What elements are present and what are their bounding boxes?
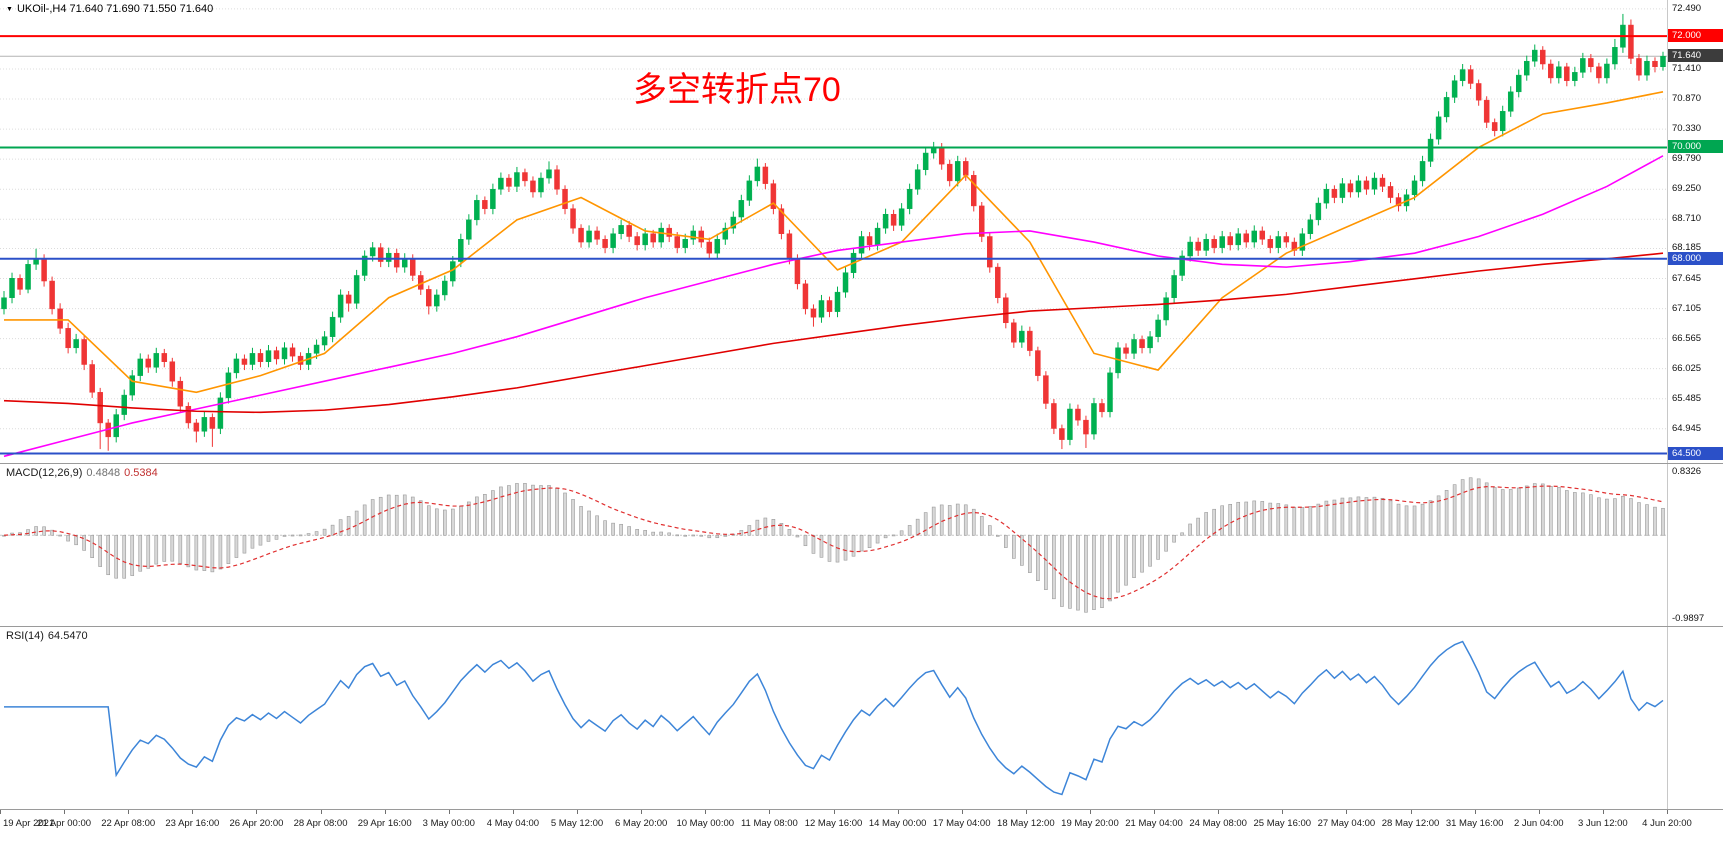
y-axis-label: 66.025	[1672, 362, 1702, 374]
macd-canvas[interactable]	[0, 464, 1667, 626]
time-axis-label: 11 May 08:00	[740, 818, 798, 829]
time-axis[interactable]: 19 Apr 2021 21 Apr 00:00 22 Apr 08:00 23 Ap…	[0, 810, 1723, 841]
time-tick	[128, 810, 130, 814]
time-tick	[705, 810, 707, 814]
time-axis-label: 18 May 12:00	[997, 818, 1055, 829]
y-axis-label: 69.250	[1672, 183, 1702, 195]
y-axis-label: 67.105	[1672, 302, 1702, 314]
time-tick	[961, 810, 963, 814]
time-axis-label: 19 Apr 2021	[3, 818, 55, 829]
time-axis-label: 3 Jun 12:00	[1578, 818, 1628, 829]
time-axis-label: 2 Jun 04:00	[1513, 818, 1564, 829]
time-tick	[256, 810, 258, 814]
macd-name: MACD(12,26,9)	[6, 467, 83, 479]
time-tick	[769, 810, 771, 814]
time-axis-label: 3 May 00:00	[422, 818, 475, 829]
time-axis-label: 23 Apr 16:00	[165, 818, 220, 829]
time-axis-label: 29 Apr 16:00	[357, 818, 412, 829]
rsi-scale[interactable]	[1667, 627, 1723, 809]
price-tag: 70.000	[1668, 140, 1723, 154]
time-axis-label: 28 Apr 08:00	[293, 818, 348, 829]
price-tag: 72.000	[1668, 29, 1723, 43]
time-tick	[577, 810, 579, 814]
macd-axis-max: 0.8326	[1672, 466, 1702, 477]
time-axis-label: 19 May 20:00	[1061, 818, 1119, 829]
time-tick	[641, 810, 643, 814]
macd-scale[interactable]: 0.8326 -0.9897	[1667, 464, 1723, 626]
time-tick	[512, 810, 514, 814]
y-axis-label: 67.645	[1672, 272, 1702, 284]
rsi-name: RSI(14)	[6, 630, 44, 642]
time-axis-label: 21 May 04:00	[1125, 818, 1183, 829]
time-tick	[1410, 810, 1412, 814]
y-axis-label: 71.410	[1672, 63, 1702, 74]
time-tick	[1218, 810, 1220, 814]
chart-title-text: UKOil-,H4 71.640 71.690 71.550 71.640	[16, 3, 214, 15]
time-tick	[1667, 810, 1668, 814]
time-axis-label: 5 May 12:00	[550, 818, 604, 829]
time-tick	[1282, 810, 1284, 814]
price-chart-canvas[interactable]	[0, 0, 1667, 463]
time-tick	[1346, 810, 1348, 814]
y-axis-label: 64.945	[1672, 422, 1702, 434]
y-axis-label: 65.485	[1672, 392, 1702, 404]
macd-signal-value: 0.5384	[124, 467, 158, 479]
time-tick	[1538, 810, 1540, 814]
y-axis-label: 68.710	[1672, 213, 1702, 225]
time-tick	[448, 810, 450, 814]
time-tick	[192, 810, 194, 814]
time-axis-label: 17 May 04:00	[932, 818, 991, 829]
price-tag: 64.500	[1668, 446, 1723, 460]
y-axis-label: 70.330	[1672, 123, 1702, 135]
time-axis-label: 12 May 16:00	[804, 818, 863, 829]
macd-axis-min: -0.9897	[1672, 613, 1705, 624]
main-chart-panel: 72.490 71.410 70.870 70.330 69.790 69.250 68.7…	[0, 0, 1723, 464]
time-tick	[1089, 810, 1091, 814]
macd-value: 0.4848	[86, 467, 121, 479]
time-axis-label: 22 Apr 08:00	[101, 818, 156, 829]
time-tick	[833, 810, 835, 814]
time-tick	[1025, 810, 1027, 814]
time-tick	[1154, 810, 1156, 814]
time-axis-label: 28 May 12:00	[1381, 818, 1440, 829]
current-price-tag: 71.640	[1668, 49, 1723, 63]
chart-title: ▼ UKOil-,H4 71.640 71.690 71.550 71.640	[6, 3, 213, 15]
y-axis-label: 69.790	[1672, 153, 1702, 165]
time-axis-label: 10 May 00:00	[676, 818, 735, 829]
rsi-value: 64.5470	[47, 630, 88, 642]
time-axis-label: 4 May 04:00	[486, 818, 540, 829]
price-tag: 68.000	[1668, 251, 1723, 265]
time-axis-label: 26 Apr 20:00	[229, 818, 284, 829]
rsi-canvas[interactable]	[0, 627, 1667, 809]
y-axis-label: 68.185	[1672, 242, 1702, 254]
rsi-panel: RSI(14) 64.5470	[0, 627, 1723, 810]
y-axis-label: 70.870	[1672, 93, 1702, 105]
time-axis-label: 25 May 16:00	[1253, 818, 1312, 829]
time-tick	[1602, 810, 1604, 814]
price-scale[interactable]: 72.490 71.410 70.870 70.330 69.790 69.250 68.7…	[1667, 0, 1723, 463]
time-axis-label: 24 May 08:00	[1189, 818, 1247, 829]
time-axis-label: 31 May 16:00	[1445, 818, 1504, 829]
y-axis-label: 72.490	[1672, 2, 1702, 14]
time-tick	[1474, 810, 1476, 814]
time-axis-label: 4 Jun 20:00	[1642, 818, 1692, 829]
time-axis-label: 27 May 04:00	[1317, 818, 1376, 829]
time-axis-label: 6 May 20:00	[614, 818, 668, 829]
time-tick	[384, 810, 386, 814]
time-axis-label: 21 Apr 00:00	[37, 818, 92, 829]
time-tick	[64, 810, 66, 814]
rsi-label: RSI(14) 64.5470	[6, 630, 88, 642]
y-axis-label: 66.565	[1672, 332, 1702, 344]
macd-panel: 0.8326 -0.9897 MACD(12,26,9) 0.4848 0.5384	[0, 464, 1723, 627]
macd-label: MACD(12,26,9) 0.4848 0.5384	[6, 467, 158, 479]
symbol-marker-icon: ▼	[6, 5, 13, 13]
annotation-text: 多空转折点70	[633, 71, 841, 109]
time-tick	[0, 810, 1, 814]
time-tick	[320, 810, 322, 814]
time-axis-label: 14 May 00:00	[868, 818, 927, 829]
time-tick	[897, 810, 899, 814]
